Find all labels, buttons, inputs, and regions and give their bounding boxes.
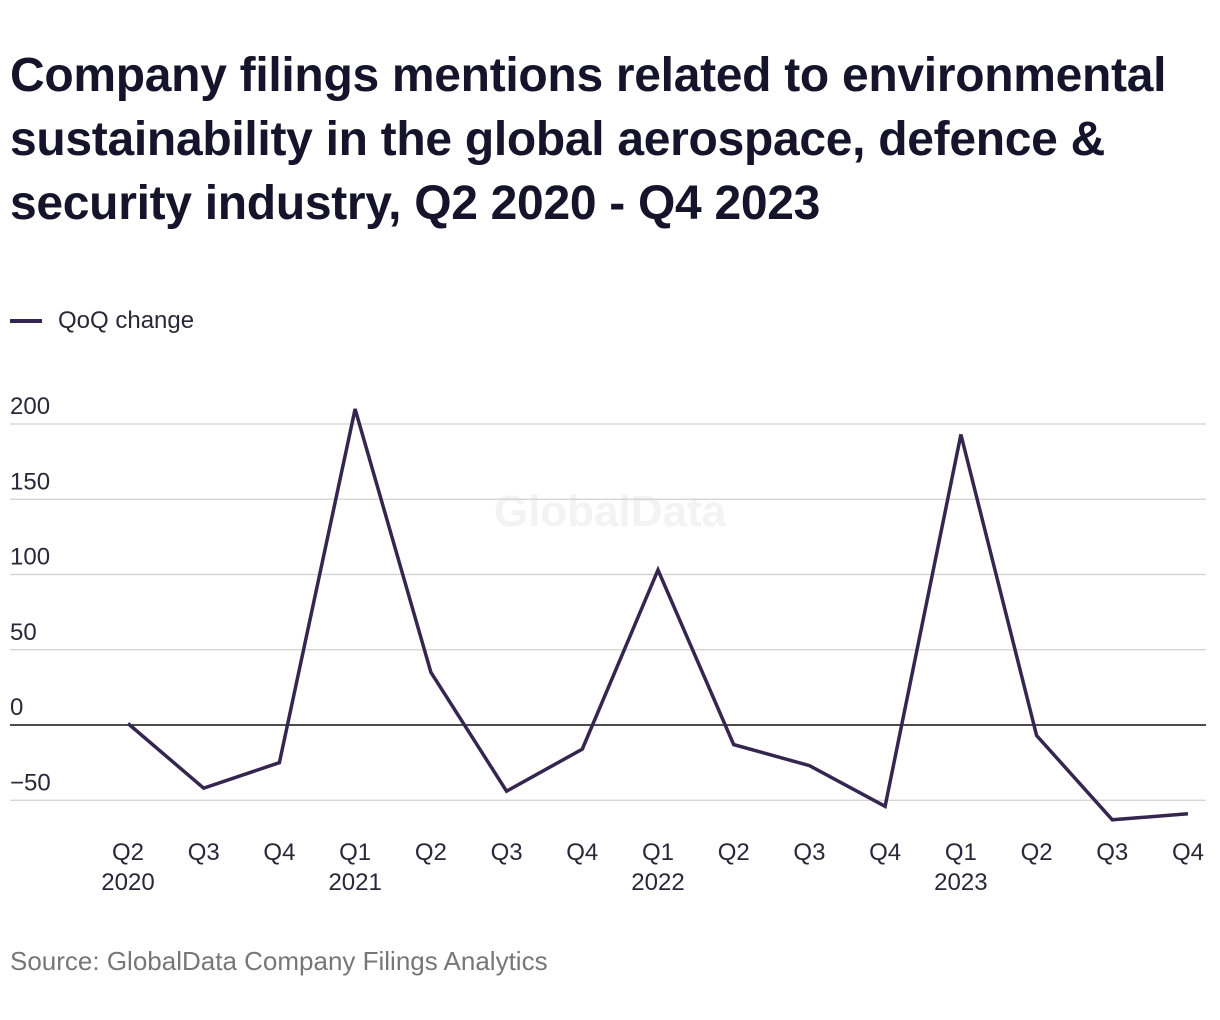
data-point [1031,730,1043,742]
y-tick-label: 0 [10,694,23,721]
x-tick-label: Q3 [793,839,825,866]
y-tick-label: 150 [10,468,50,495]
x-tick-label: Q1 [339,839,371,866]
data-point [1182,808,1194,820]
legend-label-qoq-change: QoQ change [58,307,195,334]
series-line-qoq-change [126,408,1189,822]
data-point [955,429,967,441]
x-tick-year-label: 2022 [631,869,684,896]
series-layer [122,403,1194,826]
data-point [576,743,588,755]
y-tick-label: 100 [10,544,50,571]
data-point [198,782,210,794]
x-axis: Q2 2020 Q3 Q4 Q1 2021 Q2 Q3 Q4 Q1 2022 Q2 Q3 Q4 Q1 2023… [101,839,1204,896]
data-point [728,739,740,751]
y-tick-label: 200 [10,393,50,420]
x-tick-label: Q1 [642,839,674,866]
gridlines [10,423,1206,801]
x-tick-label: Q4 [1172,839,1204,866]
x-tick-label: Q3 [188,839,220,866]
data-point [425,666,437,678]
x-tick-label: Q1 [945,839,977,866]
line-chart: GlobalData 200 150 100 50 0 −50 Q2 2020 Q3 Q4 Q1 2… [10,393,1206,896]
x-tick-label: Q4 [566,839,598,866]
x-tick-label: Q2 [718,839,750,866]
x-tick-label: Q2 [1021,839,1053,866]
x-tick-label: Q4 [263,839,295,866]
chart-title: Company filings mentions related to envi… [10,49,1167,230]
x-tick-year-label: 2023 [934,869,987,896]
x-tick-year-label: 2020 [101,869,154,896]
y-tick-label: 50 [10,619,37,646]
data-point [652,564,664,576]
x-tick-label: Q4 [869,839,901,866]
x-tick-label: Q3 [1096,839,1128,866]
watermark: GlobalData [494,487,727,536]
x-tick-label: Q2 [415,839,447,866]
data-point [1106,814,1118,826]
legend-swatch-qoq-change [10,319,42,323]
x-tick-year-label: 2021 [328,869,381,896]
x-tick-label: Q3 [491,839,523,866]
x-tick-label: Q2 [112,839,144,866]
data-point [349,403,361,415]
data-point [122,717,134,729]
data-point [273,757,285,769]
data-point [879,800,891,812]
y-tick-label: −50 [10,769,51,796]
data-point [501,785,513,797]
source-note: Source: GlobalData Company Filings Analy… [10,946,548,976]
data-point [803,760,815,772]
legend: QoQ change [10,306,194,336]
y-axis: 200 150 100 50 0 −50 [10,393,51,796]
